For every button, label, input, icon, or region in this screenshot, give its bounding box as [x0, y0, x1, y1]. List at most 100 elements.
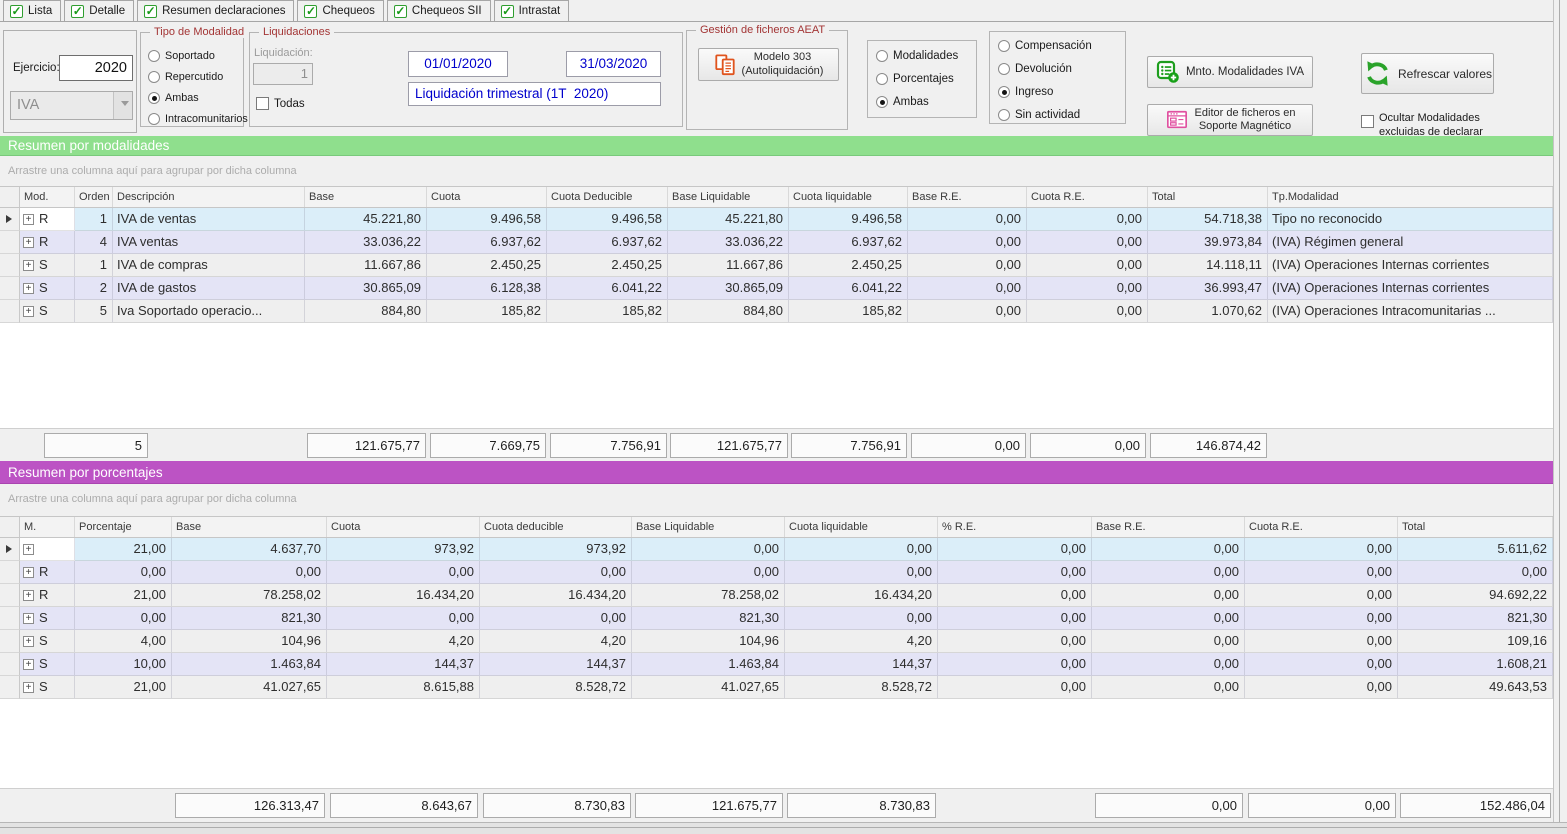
- cell-tp_modalidad[interactable]: Tipo no reconocido: [1268, 208, 1553, 231]
- cell-cuota_re[interactable]: 0,00: [1027, 277, 1148, 300]
- cell-mod[interactable]: + R: [20, 231, 75, 254]
- radio-ambas[interactable]: Ambas: [148, 91, 199, 105]
- table-row[interactable]: + R 0,00 0,00 0,00 0,00 0,00 0,00 0,00 0,00 0,00 0,…: [0, 561, 1553, 584]
- cell-cuota_deducible[interactable]: 6.937,62: [547, 231, 668, 254]
- expand-icon[interactable]: +: [23, 658, 34, 670]
- column-header[interactable]: Cuota liquidable: [789, 187, 908, 207]
- cell-total[interactable]: 14.118,11: [1148, 254, 1268, 277]
- cell-cuota_deducible[interactable]: 2.450,25: [547, 254, 668, 277]
- checkbox-checked-icon[interactable]: ✓: [500, 4, 514, 18]
- column-header[interactable]: Tp.Modalidad: [1268, 187, 1553, 207]
- expand-icon[interactable]: +: [23, 612, 34, 624]
- column-header[interactable]: Total: [1148, 187, 1268, 207]
- cell-cuota[interactable]: 185,82: [427, 300, 547, 323]
- cell-cuota[interactable]: 2.450,25: [427, 254, 547, 277]
- cell-base_re[interactable]: 0,00: [1092, 630, 1245, 653]
- cell-cuota_deducible[interactable]: 0,00: [480, 561, 632, 584]
- cell-cuota_liquidable[interactable]: 9.496,58: [789, 208, 908, 231]
- editor-ficheros-button[interactable]: Editor de ficheros en Soporte Magnético: [1147, 104, 1313, 136]
- expand-icon[interactable]: +: [23, 282, 34, 294]
- cell-base[interactable]: 0,00: [172, 561, 327, 584]
- cell-cuota_liquidable[interactable]: 6.041,22: [789, 277, 908, 300]
- todas-checkbox-row[interactable]: Todas: [256, 97, 305, 110]
- expand-icon[interactable]: +: [23, 259, 34, 271]
- checkbox-checked-icon[interactable]: ✓: [144, 4, 158, 18]
- ocultar-modalidades-checkbox-row[interactable]: Ocultar Modalidades excluidas de declara…: [1361, 112, 1483, 140]
- ejercicio-input[interactable]: 2020: [59, 55, 133, 81]
- table-row[interactable]: + S 2 IVA de gastos 30.865,09 6.128,38 6.041,2…: [0, 277, 1553, 300]
- cell-cuota_re[interactable]: 0,00: [1245, 676, 1398, 699]
- cell-base_re[interactable]: 0,00: [1092, 584, 1245, 607]
- cell-cuota[interactable]: 0,00: [327, 561, 480, 584]
- cell-descripcion[interactable]: IVA de gastos: [113, 277, 305, 300]
- cell-base_re[interactable]: 0,00: [908, 208, 1027, 231]
- column-header[interactable]: Base Liquidable: [668, 187, 789, 207]
- cell-tp_modalidad[interactable]: (IVA) Operaciones Internas corrientes: [1268, 277, 1553, 300]
- tab-chequeos-sii[interactable]: ✓ Chequeos SII: [386, 0, 491, 21]
- cell-pct_re[interactable]: 0,00: [938, 630, 1092, 653]
- dropdown-button[interactable]: [113, 92, 132, 119]
- cell-porcentaje[interactable]: 21,00: [75, 676, 172, 699]
- cell-cuota[interactable]: 16.434,20: [327, 584, 480, 607]
- cell-base_liquidable[interactable]: 41.027,65: [632, 676, 785, 699]
- cell-base_liquidable[interactable]: 30.865,09: [668, 277, 789, 300]
- checkbox-checked-icon[interactable]: ✓: [393, 4, 407, 18]
- cell-total[interactable]: 49.643,53: [1398, 676, 1553, 699]
- cell-pct_re[interactable]: 0,00: [938, 584, 1092, 607]
- group-by-hint[interactable]: Arrastre una columna aquí para agrupar p…: [0, 484, 1553, 516]
- cell-base_liquidable[interactable]: 884,80: [668, 300, 789, 323]
- cell-cuota_deducible[interactable]: 6.041,22: [547, 277, 668, 300]
- cell-cuota_re[interactable]: 0,00: [1245, 561, 1398, 584]
- table-row[interactable]: + R 1 IVA de ventas 45.221,80 9.496,58 9.496,5…: [0, 208, 1553, 231]
- cell-cuota[interactable]: 6.128,38: [427, 277, 547, 300]
- cell-cuota_liquidable[interactable]: 4,20: [785, 630, 938, 653]
- cell-cuota_liquidable[interactable]: 8.528,72: [785, 676, 938, 699]
- cell-base[interactable]: 821,30: [172, 607, 327, 630]
- cell-cuota_liquidable[interactable]: 0,00: [785, 607, 938, 630]
- cell-cuota_re[interactable]: 0,00: [1245, 538, 1398, 561]
- cell-cuota[interactable]: 973,92: [327, 538, 480, 561]
- cell-pct_re[interactable]: 0,00: [938, 676, 1092, 699]
- table-row[interactable]: + R 21,00 78.258,02 16.434,20 16.434,20 78.258…: [0, 584, 1553, 607]
- cell-cuota_deducible[interactable]: 144,37: [480, 653, 632, 676]
- cell-base[interactable]: 884,80: [305, 300, 427, 323]
- modelo-303-button[interactable]: Modelo 303 (Autoliquidación): [698, 48, 839, 81]
- cell-tp_modalidad[interactable]: (IVA) Régimen general: [1268, 231, 1553, 254]
- cell-total[interactable]: 821,30: [1398, 607, 1553, 630]
- cell-porcentaje[interactable]: 4,00: [75, 630, 172, 653]
- cell-orden[interactable]: 5: [75, 300, 113, 323]
- date-to-field[interactable]: 31/03/2020: [566, 51, 661, 77]
- cell-cuota[interactable]: 8.615,88: [327, 676, 480, 699]
- table-row[interactable]: + S 10,00 1.463,84 144,37 144,37 1.463,84 144,3…: [0, 653, 1553, 676]
- cell-descripcion[interactable]: IVA ventas: [113, 231, 305, 254]
- table-row[interactable]: + S 21,00 41.027,65 8.615,88 8.528,72 41.027,6…: [0, 676, 1553, 699]
- cell-pct_re[interactable]: 0,00: [938, 561, 1092, 584]
- cell-porcentaje[interactable]: 10,00: [75, 653, 172, 676]
- cell-cuota_deducible[interactable]: 973,92: [480, 538, 632, 561]
- iva-select[interactable]: IVA: [10, 91, 133, 120]
- date-from-field[interactable]: 01/01/2020: [408, 51, 508, 77]
- column-header[interactable]: Cuota R.E.: [1245, 517, 1398, 537]
- cell-cuota_liquidable[interactable]: 0,00: [785, 561, 938, 584]
- cell-total[interactable]: 0,00: [1398, 561, 1553, 584]
- checkbox-checked-icon[interactable]: ✓: [10, 4, 23, 18]
- column-header[interactable]: Cuota liquidable: [785, 517, 938, 537]
- expand-icon[interactable]: +: [23, 589, 34, 601]
- cell-cuota_deducible[interactable]: 8.528,72: [480, 676, 632, 699]
- cell-base[interactable]: 30.865,09: [305, 277, 427, 300]
- cell-base[interactable]: 41.027,65: [172, 676, 327, 699]
- cell-base_re[interactable]: 0,00: [1092, 538, 1245, 561]
- cell-base_liquidable[interactable]: 11.667,86: [668, 254, 789, 277]
- cell-pct_re[interactable]: 0,00: [938, 653, 1092, 676]
- cell-m[interactable]: + S: [20, 653, 75, 676]
- column-header[interactable]: Base R.E.: [908, 187, 1027, 207]
- radio-ingreso[interactable]: Ingreso: [998, 85, 1053, 99]
- tab-resumen-declaraciones[interactable]: ✓ Resumen declaraciones: [137, 0, 295, 21]
- radio-porcentajes[interactable]: Porcentajes: [876, 72, 954, 86]
- cell-porcentaje[interactable]: 0,00: [75, 607, 172, 630]
- radio-sin-actividad[interactable]: Sin actividad: [998, 108, 1080, 122]
- cell-m[interactable]: + S: [20, 607, 75, 630]
- column-header[interactable]: Orden: [75, 187, 113, 207]
- cell-cuota_re[interactable]: 0,00: [1245, 584, 1398, 607]
- cell-m[interactable]: + S: [20, 630, 75, 653]
